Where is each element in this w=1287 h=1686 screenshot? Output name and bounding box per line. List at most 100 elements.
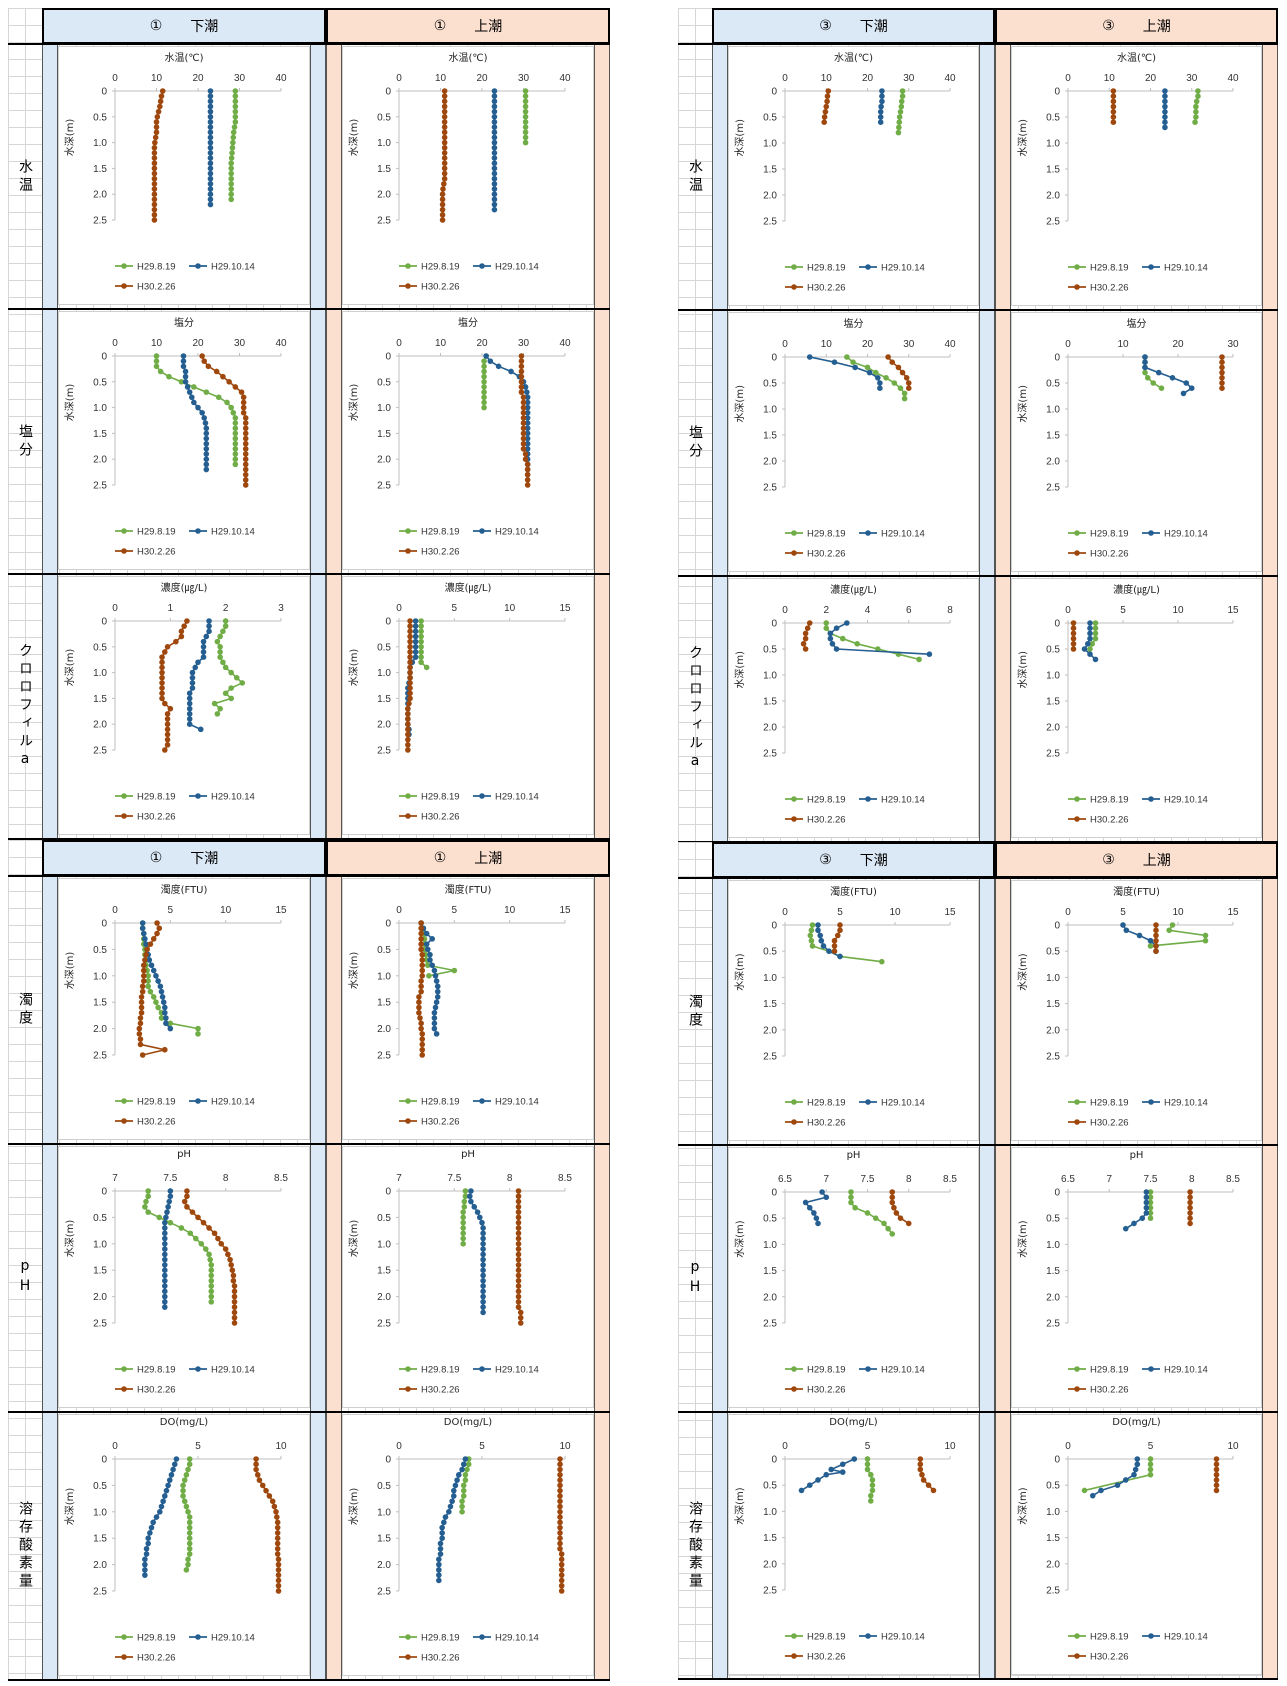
- data-point: [203, 435, 210, 442]
- data-point: [419, 973, 426, 979]
- y-tick-label: 2.0: [763, 1025, 777, 1036]
- data-point: [869, 1487, 876, 1494]
- data-point: [151, 206, 158, 213]
- data-point: [437, 1540, 444, 1547]
- data-point: [522, 119, 529, 125]
- data-point: [151, 191, 158, 197]
- data-point: [806, 1482, 813, 1488]
- y-tick-label: 0: [1054, 1455, 1060, 1466]
- data-point: [441, 1519, 447, 1526]
- data-point: [143, 1198, 149, 1205]
- data-point: [207, 186, 214, 192]
- y-axis-label: 水深(m): [1017, 1220, 1029, 1258]
- data-point: [238, 389, 245, 395]
- legend-label: H29.8.19: [807, 1098, 846, 1109]
- y-tick-label: 1.5: [377, 998, 391, 1009]
- data-point: [207, 165, 214, 172]
- data-point: [186, 1535, 193, 1541]
- x-tick-label: 0: [782, 605, 788, 616]
- y-tick-label: 1.5: [377, 1534, 391, 1545]
- data-point: [419, 951, 426, 958]
- data-point: [208, 1267, 215, 1273]
- y-tick-label: 0: [101, 87, 107, 98]
- series-line: [141, 923, 199, 1034]
- data-point: [185, 1466, 191, 1473]
- data-point: [1213, 1471, 1220, 1478]
- data-point: [412, 633, 419, 640]
- x-tick-label: 6: [906, 605, 912, 616]
- data-point: [167, 1193, 174, 1200]
- data-point: [137, 1015, 144, 1021]
- legend-marker: [1074, 1366, 1080, 1372]
- data-point: [418, 1025, 424, 1032]
- data-point: [1187, 1204, 1193, 1211]
- data-point: [208, 1283, 215, 1289]
- data-point: [917, 1466, 924, 1473]
- data-point: [228, 196, 234, 203]
- data-point: [184, 1204, 190, 1210]
- y-tick-label: 0.5: [93, 1213, 107, 1224]
- data-point: [215, 394, 222, 401]
- data-point: [202, 420, 209, 426]
- data-point: [891, 380, 898, 386]
- data-point: [162, 1288, 168, 1295]
- legend-marker: [121, 793, 127, 799]
- data-point: [418, 936, 424, 942]
- chart-title: DO(mg/L): [443, 1417, 493, 1428]
- chart-title: DO(mg/L): [829, 1417, 878, 1428]
- data-point: [165, 1482, 171, 1489]
- data-point: [429, 962, 435, 969]
- profile-chart: 濁度(FTU) 0 5 10 15 0 0.5 1.0 1.5 2.0 2.5 水深(m) H29.8.…: [58, 878, 310, 1140]
- x-tick-label: 5: [1120, 605, 1126, 616]
- data-point: [218, 1241, 225, 1247]
- data-point: [208, 1272, 215, 1279]
- legend-marker: [121, 528, 127, 534]
- profile-chart: DO(mg/L) 0 5 10 0 0.5 1.0 1.5 2.0 2.5 水深(m) H29.8.1…: [58, 1414, 310, 1676]
- data-point: [852, 1204, 858, 1211]
- data-point: [181, 1198, 188, 1205]
- y-tick-label: 2.5: [763, 483, 777, 494]
- data-point: [1195, 93, 1201, 99]
- data-point: [441, 88, 448, 94]
- data-point: [875, 646, 881, 652]
- data-point: [203, 430, 210, 437]
- row-label: 水温: [678, 44, 712, 310]
- data-point: [418, 644, 424, 650]
- data-point: [195, 659, 201, 666]
- data-point: [138, 999, 145, 1005]
- legend-label: H29.10.14: [495, 262, 539, 273]
- data-point: [275, 1572, 282, 1578]
- data-point: [515, 1267, 522, 1273]
- data-point: [806, 620, 813, 626]
- x-tick-label: 2: [223, 603, 229, 614]
- data-point: [439, 191, 446, 197]
- legend-label: H29.8.19: [137, 1365, 176, 1376]
- data-point: [145, 978, 151, 984]
- data-point: [418, 618, 424, 624]
- data-point: [418, 628, 424, 635]
- data-point: [157, 1509, 163, 1515]
- data-point: [926, 651, 933, 657]
- y-tick-label: 0: [771, 353, 777, 364]
- data-point: [407, 618, 413, 624]
- data-point: [419, 1031, 426, 1037]
- x-tick-label: 0: [396, 338, 402, 349]
- data-point: [162, 1299, 168, 1305]
- data-point: [228, 186, 234, 192]
- legend-label: H30.2.26: [137, 547, 176, 558]
- y-tick-label: 2.5: [1046, 749, 1060, 760]
- legend-label: H29.8.19: [1090, 1098, 1129, 1109]
- x-tick-label: 7: [396, 1173, 402, 1184]
- y-tick-label: 0: [1054, 87, 1060, 98]
- legend-marker: [1074, 796, 1080, 802]
- data-point: [1188, 385, 1195, 391]
- data-point: [879, 958, 885, 965]
- x-tick-label: 10: [435, 73, 447, 84]
- data-point: [140, 967, 147, 974]
- x-tick-label: 0: [112, 73, 118, 84]
- chart-title: 濃度(㎍/L): [160, 583, 208, 594]
- data-point: [189, 680, 196, 686]
